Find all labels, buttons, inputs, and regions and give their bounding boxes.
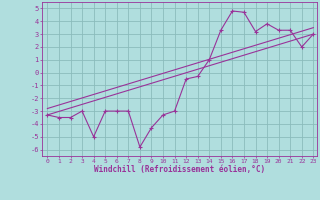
X-axis label: Windchill (Refroidissement éolien,°C): Windchill (Refroidissement éolien,°C)	[94, 165, 265, 174]
